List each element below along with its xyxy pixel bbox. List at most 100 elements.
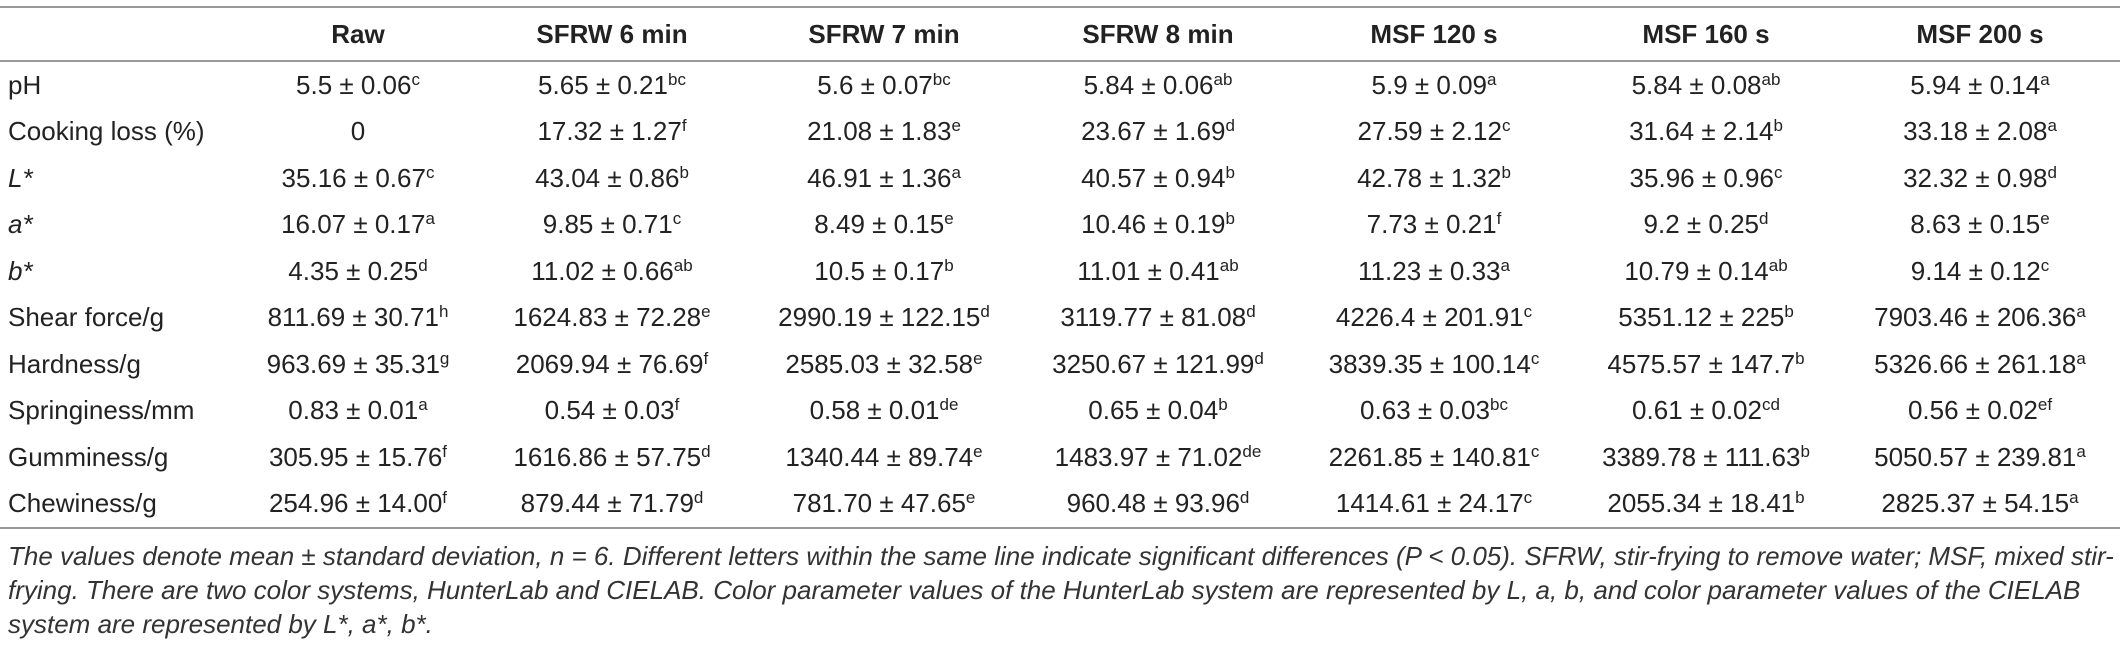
cell-value: 5.84 ± 0.06 (1083, 69, 1214, 100)
cell-value: 11.02 ± 0.66 (531, 255, 674, 286)
significance-letter: a (1500, 255, 1510, 275)
column-header: MSF 200 s (1840, 6, 2120, 62)
footnote: The values denote mean ± standard deviat… (8, 541, 2114, 639)
table-cell: 43.04 ± 0.86b (476, 155, 748, 202)
table-row: Springiness/mm 0.83 ± 0.01a 0.54 ± 0.03f 0.… (0, 388, 2120, 435)
significance-letter: d (2047, 162, 2057, 182)
significance-letter: a (2076, 348, 2086, 368)
table-cell: 0.83 ± 0.01a (240, 388, 476, 435)
table-cell: 781.70 ± 47.65e (748, 480, 1020, 529)
significance-letter: d (1254, 348, 1264, 368)
significance-letter: c (672, 209, 682, 229)
column-header: SFRW 7 min (748, 6, 1020, 62)
table-cell: 7.73 ± 0.21f (1296, 202, 1572, 249)
significance-letter: ef (2037, 395, 2053, 415)
table-cell: 3250.67 ± 121.99d (1020, 341, 1296, 388)
table-cell: 0.56 ± 0.02ef (1840, 388, 2120, 435)
table-cell: 16.07 ± 0.17a (240, 202, 476, 249)
table-cell: 5.84 ± 0.08ab (1572, 61, 1840, 109)
significance-letter: bc (932, 69, 951, 89)
cell-value: 879.44 ± 71.79 (520, 488, 694, 519)
table-row: a* 16.07 ± 0.17a 9.85 ± 0.71c 8.49 ± 0.15e 1… (0, 202, 2120, 249)
cell-value: 960.48 ± 93.96 (1066, 488, 1240, 519)
cell-value: 1414.61 ± 24.17 (1335, 488, 1524, 519)
table-cell: 40.57 ± 0.94b (1020, 155, 1296, 202)
cell-value: 4575.57 ± 147.7 (1607, 348, 1796, 379)
table-cell: 11.23 ± 0.33a (1296, 248, 1572, 295)
significance-letter: a (1487, 69, 1497, 89)
row-label: Chewiness/g (0, 480, 240, 529)
table-cell: 23.67 ± 1.69d (1020, 109, 1296, 156)
table-cell: 21.08 ± 1.83e (748, 109, 1020, 156)
table-cell: 4575.57 ± 147.7b (1572, 341, 1840, 388)
cell-value: 8.63 ± 0.15 (1910, 209, 2041, 240)
significance-letter: ab (1761, 69, 1781, 89)
table-row: Gumminess/g 305.95 ± 15.76f 1616.86 ± 57.7… (0, 434, 2120, 481)
significance-letter: f (442, 488, 448, 508)
table-cell: 8.49 ± 0.15e (748, 202, 1020, 249)
table-cell: 963.69 ± 35.31g (240, 341, 476, 388)
table-cell: 46.91 ± 1.36a (748, 155, 1020, 202)
cell-value: 5.84 ± 0.08 (1631, 69, 1762, 100)
cell-value: 1616.86 ± 57.75 (513, 441, 702, 472)
cell-value: 2585.03 ± 32.58 (785, 348, 974, 379)
table-cell: 2825.37 ± 54.15a (1840, 480, 2120, 529)
cell-value: 43.04 ± 0.86 (535, 162, 680, 193)
significance-letter: a (2076, 302, 2086, 322)
cell-value: 254.96 ± 14.00 (268, 488, 443, 519)
cell-value: 17.32 ± 1.27 (537, 116, 682, 147)
row-label: b* (8, 255, 33, 286)
page: Raw SFRW 6 min SFRW 7 min SFRW 8 min MSF 120… (0, 6, 2120, 664)
significance-letter: d (418, 255, 428, 275)
table-row: Shear force/g 811.69 ± 30.71h 1624.83 ± 72… (0, 295, 2120, 342)
significance-letter: bc (1489, 395, 1508, 415)
table-cell: 3389.78 ± 111.63b (1572, 434, 1840, 481)
cell-value: 16.07 ± 0.17 (281, 209, 426, 240)
table-cell: 3119.77 ± 81.08d (1020, 295, 1296, 342)
table-row: Hardness/g 963.69 ± 35.31g 2069.94 ± 76.69… (0, 341, 2120, 388)
cell-value: 1483.97 ± 71.02 (1054, 441, 1243, 472)
table-cell: 4.35 ± 0.25d (240, 248, 476, 295)
cell-value: 0 (350, 116, 366, 147)
table-cell: 2261.85 ± 140.81c (1296, 434, 1572, 481)
cell-value: 3839.35 ± 100.14 (1328, 348, 1531, 379)
row-label: a* (8, 209, 33, 240)
table-cell: 10.46 ± 0.19b (1020, 202, 1296, 249)
table-row: Chewiness/g 254.96 ± 14.00f 879.44 ± 71.79… (0, 480, 2120, 529)
cell-value: 0.58 ± 0.01 (809, 395, 940, 426)
significance-letter: a (2076, 441, 2086, 461)
table-cell: 17.32 ± 1.27f (476, 109, 748, 156)
cell-value: 1624.83 ± 72.28 (513, 302, 702, 333)
significance-letter: a (2040, 69, 2050, 89)
table-row: pH 5.5 ± 0.06c 5.65 ± 0.21bc 5.6 ± 0.07bc 5.… (0, 61, 2120, 109)
table-row: b* 4.35 ± 0.25d 11.02 ± 0.66ab 10.5 ± 0.17b… (0, 248, 2120, 295)
table-cell: 5.84 ± 0.06ab (1020, 61, 1296, 109)
significance-letter: a (951, 162, 961, 182)
cell-value: 11.23 ± 0.33 (1358, 255, 1501, 286)
table-cell: 4226.4 ± 201.91c (1296, 295, 1572, 342)
table-cell: 3839.35 ± 100.14c (1296, 341, 1572, 388)
table-row: L* 35.16 ± 0.67c 43.04 ± 0.86b 46.91 ± 1.36… (0, 155, 2120, 202)
significance-letter: b (944, 255, 954, 275)
significance-letter: d (701, 441, 711, 461)
significance-letter: e (973, 348, 983, 368)
column-header: MSF 160 s (1572, 6, 1840, 62)
table-cell: 0.58 ± 0.01de (748, 388, 1020, 435)
table-cell: 33.18 ± 2.08a (1840, 109, 2120, 156)
data-table: Raw SFRW 6 min SFRW 7 min SFRW 8 min MSF 120… (0, 6, 2120, 529)
table-cell: 1616.86 ± 57.75d (476, 434, 748, 481)
cell-value: 5.9 ± 0.09 (1371, 69, 1487, 100)
cell-value: 2055.34 ± 18.41 (1607, 488, 1796, 519)
table-cell: 0.54 ± 0.03f (476, 388, 748, 435)
table-cell: 27.59 ± 2.12c (1296, 109, 1572, 156)
significance-letter: h (438, 302, 449, 322)
cell-value: 33.18 ± 2.08 (1903, 116, 2048, 147)
significance-letter: c (1530, 441, 1540, 461)
table-cell: 35.96 ± 0.96c (1572, 155, 1840, 202)
cell-value: 21.08 ± 1.83 (807, 116, 952, 147)
significance-letter: b (1800, 441, 1810, 461)
cell-value: 5.5 ± 0.06 (296, 69, 412, 100)
significance-letter: f (674, 395, 680, 415)
table-cell: 2069.94 ± 76.69f (476, 341, 748, 388)
cell-value: 3250.67 ± 121.99 (1052, 348, 1255, 379)
